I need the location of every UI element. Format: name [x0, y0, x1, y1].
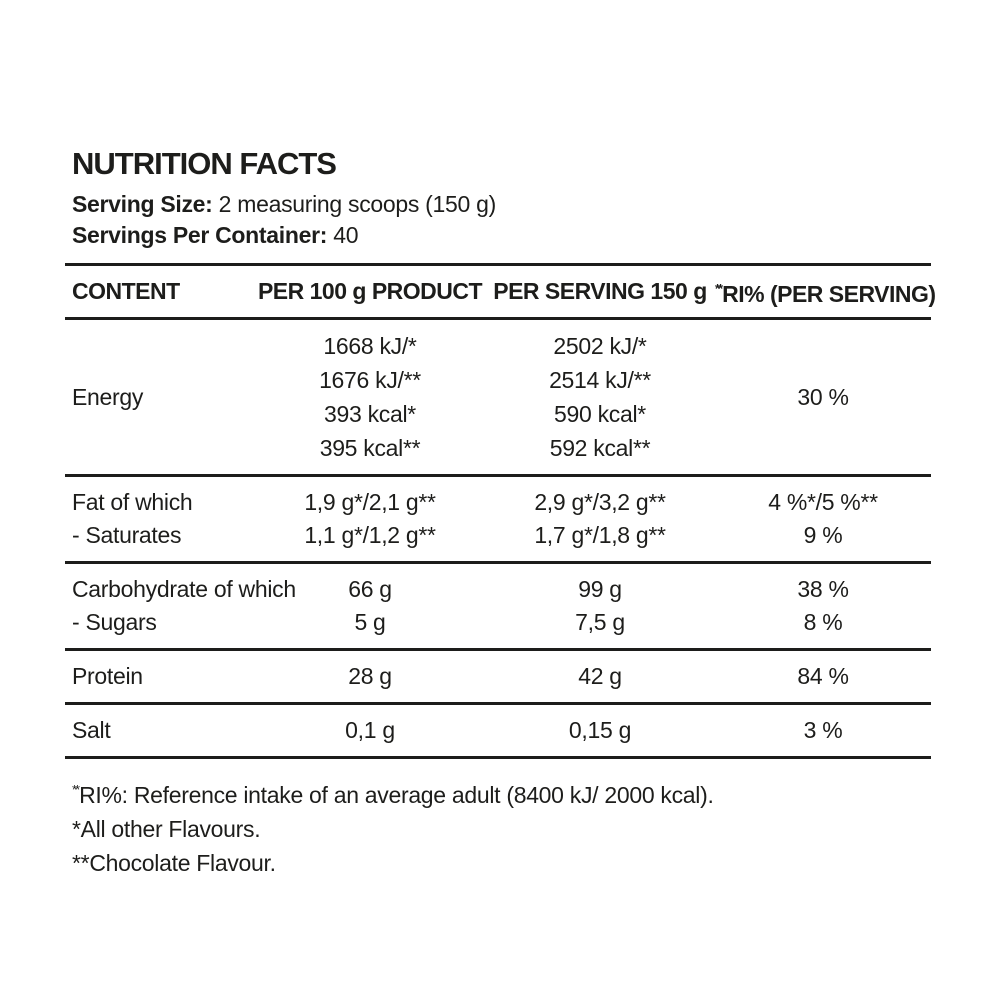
- footnotes: **RI%: Reference intake of an average ad…: [65, 773, 935, 880]
- serving-size-line: Serving Size: 2 measuring scoops (150 g): [65, 189, 935, 220]
- footnote-other-flavours: *All other Flavours.: [72, 816, 261, 842]
- table-row-fat: Fat of which - Saturates 1,9 g*/2,1 g** …: [65, 477, 931, 561]
- column-header-content: CONTENT: [72, 278, 180, 304]
- row-per100-values: 1,9 g*/2,1 g** 1,1 g*/1,2 g**: [304, 489, 436, 548]
- row-serving-values: 0,15 g: [568, 717, 632, 743]
- table-row-protein: Protein 28 g 42 g 84 %: [65, 651, 931, 702]
- row-per100-values: 66 g 5 g: [348, 576, 392, 635]
- row-label: Fat of which - Saturates: [72, 489, 193, 548]
- table-rule-1: [65, 474, 931, 477]
- column-header-ri: **RI% (PER SERVING): [715, 281, 936, 307]
- row-serving-values: 2,9 g*/3,2 g** 1,7 g*/1,8 g**: [534, 489, 666, 548]
- page-title: NUTRITION FACTS: [72, 146, 337, 181]
- ri-asterisks: **: [715, 281, 723, 296]
- servings-per-container-value: 40: [333, 222, 359, 248]
- table-rule-header: [65, 317, 931, 320]
- row-label: Carbohydrate of which - Sugars: [72, 576, 296, 635]
- footnote-ri: **RI%: Reference intake of an average ad…: [72, 782, 714, 808]
- table-row-energy: Energy 1668 kJ/* 1676 kJ/** 393 kcal* 39…: [65, 320, 931, 474]
- column-header-per-serving: PER SERVING 150 g: [493, 278, 707, 304]
- table-rule-3: [65, 648, 931, 651]
- row-serving-values: 42 g: [578, 663, 622, 689]
- row-ri-values: 84 %: [797, 663, 849, 689]
- table-rule-bottom: [65, 756, 931, 759]
- table-rule-top: [65, 263, 931, 266]
- table-row-carbohydrate: Carbohydrate of which - Sugars 66 g 5 g …: [65, 564, 931, 648]
- nutrition-label: NUTRITION FACTS Serving Size: 2 measurin…: [65, 146, 936, 880]
- serving-size-value: 2 measuring scoops (150 g): [218, 191, 497, 217]
- row-serving-values: 99 g 7,5 g: [575, 576, 625, 635]
- row-per100-values: 1668 kJ/* 1676 kJ/** 393 kcal* 395 kcal*…: [319, 333, 421, 461]
- row-ri-values: 3 %: [803, 717, 843, 743]
- serving-size-label: Serving Size:: [72, 191, 213, 217]
- row-ri-values: 4 %*/5 %** 9 %: [768, 489, 878, 548]
- footnote-ri-asterisks: **: [72, 782, 80, 797]
- row-per100-values: 28 g: [348, 663, 392, 689]
- servings-per-container-label: Servings Per Container:: [72, 222, 328, 248]
- row-serving-values: 2502 kJ/* 2514 kJ/** 590 kcal* 592 kcal*…: [549, 333, 651, 461]
- nutrition-table: CONTENT PER 100 g PRODUCT PER SERVING 15…: [65, 263, 936, 759]
- table-rule-4: [65, 702, 931, 705]
- row-label: Energy: [72, 384, 144, 410]
- table-rule-2: [65, 561, 931, 564]
- row-label: Salt: [72, 717, 111, 743]
- footnote-asterisk: *: [72, 816, 81, 842]
- row-ri-values: 30 %: [797, 384, 849, 410]
- column-header-per-100g: PER 100 g PRODUCT: [257, 278, 483, 304]
- row-ri-values: 38 % 8 %: [797, 576, 849, 635]
- footnote-asterisks: **: [72, 850, 90, 876]
- table-header-row: CONTENT PER 100 g PRODUCT PER SERVING 15…: [65, 266, 936, 317]
- row-per100-values: 0,1 g: [345, 717, 395, 743]
- footnote-chocolate-flavour: **Chocolate Flavour.: [72, 850, 276, 876]
- row-label: Protein: [72, 663, 143, 689]
- table-row-salt: Salt 0,1 g 0,15 g 3 %: [65, 705, 931, 756]
- servings-per-container-line: Servings Per Container: 40: [65, 220, 935, 251]
